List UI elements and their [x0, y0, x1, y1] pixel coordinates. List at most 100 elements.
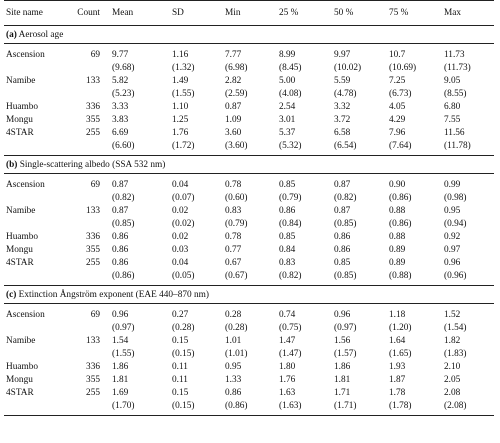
gap-cell: [4, 412, 494, 416]
alt-value-cell: (0.15): [172, 400, 195, 411]
alt-value-cell: (0.98): [444, 192, 467, 203]
value-cell: 3.83: [112, 114, 129, 125]
value-cell: 0.89: [389, 257, 406, 268]
value-cell: 5.37: [279, 127, 296, 138]
alt-value-cell: (9.68): [112, 62, 135, 73]
empty-cell: [66, 217, 110, 230]
value-cell: 2.05: [444, 374, 461, 385]
value-cell: 0.92: [444, 231, 461, 242]
statistics-table: Site name Count Mean SD Min 25 % 50 % 75…: [4, 0, 494, 416]
alt-value-cell: (0.86): [389, 192, 412, 203]
alt-value-cell: (0.82): [279, 270, 302, 281]
site-name-cell: Namibe: [6, 75, 36, 86]
section-label: (c): [6, 289, 17, 300]
empty-cell: [4, 191, 66, 204]
table-row-alt: (9.68) (1.32) (6.98) (8.45) (10.02) (10.69) (1…: [4, 61, 494, 74]
header-p75: 75 %: [387, 0, 442, 26]
value-cell: 0.85: [334, 257, 351, 268]
section-title-text: Aerosol age: [16, 29, 64, 40]
table-row: 4STAR 255 0.86 0.04 0.67 0.83 0.85 0.89 0.96: [4, 256, 494, 269]
value-cell: 11.73: [444, 49, 465, 60]
value-cell: 1.80: [279, 361, 296, 372]
alt-value-cell: (6.73): [389, 88, 412, 99]
value-cell: 0.77: [225, 244, 242, 255]
value-cell: 1.16: [172, 49, 189, 60]
value-cell: 3.60: [225, 127, 242, 138]
value-cell: 2.54: [279, 101, 296, 112]
empty-cell: [66, 347, 110, 360]
table-row: Mongu 355 3.83 1.25 1.09 3.01 3.72 4.29 7.55: [4, 113, 494, 126]
count-cell: 69: [90, 179, 100, 190]
table-row: Mongu 355 1.81 0.11 1.33 1.76 1.81 1.87 2.05: [4, 373, 494, 386]
site-name-cell: Mongu: [6, 244, 33, 255]
header-mean: Mean: [110, 0, 170, 26]
header-min: Min: [223, 0, 277, 26]
value-cell: 1.09: [225, 114, 242, 125]
value-cell: 1.71: [334, 387, 351, 398]
header-row: Site name Count Mean SD Min 25 % 50 % 75…: [4, 0, 494, 26]
count-cell: 133: [86, 335, 100, 346]
empty-cell: [4, 87, 66, 100]
site-name-cell: Huambo: [6, 361, 39, 372]
section-title: (a) Aerosol age: [4, 25, 494, 44]
value-cell: 0.67: [225, 257, 242, 268]
alt-value-cell: (0.60): [225, 192, 248, 203]
value-cell: 0.86: [334, 231, 351, 242]
value-cell: 7.96: [389, 127, 406, 138]
value-cell: 0.86: [112, 244, 129, 255]
table-row-alt: (0.85) (0.02) (0.79) (0.84) (0.85) (0.86) (0.9…: [4, 217, 494, 230]
alt-value-cell: (1.83): [444, 348, 467, 359]
site-name-cell: Huambo: [6, 101, 39, 112]
value-cell: 7.55: [444, 114, 461, 125]
count-cell: 133: [86, 205, 100, 216]
count-cell: 69: [90, 309, 100, 320]
count-cell: 69: [90, 49, 100, 60]
value-cell: 0.96: [444, 257, 461, 268]
table-row: Ascension 69 0.87 0.04 0.78 0.85 0.87 0.90 0.99: [4, 178, 494, 191]
value-cell: 3.33: [112, 101, 129, 112]
alt-value-cell: (0.97): [334, 322, 357, 333]
value-cell: 1.54: [112, 335, 129, 346]
alt-value-cell: (1.70): [112, 400, 135, 411]
value-cell: 7.25: [389, 75, 406, 86]
alt-value-cell: (1.57): [334, 348, 357, 359]
table-row-alt: (0.82) (0.07) (0.60) (0.79) (0.82) (0.86) (0.9…: [4, 191, 494, 204]
gap-row: [4, 412, 494, 416]
site-name-cell: Mongu: [6, 374, 33, 385]
value-cell: 1.56: [334, 335, 351, 346]
alt-value-cell: (6.60): [112, 140, 135, 151]
value-cell: 0.04: [172, 179, 189, 190]
value-cell: 0.86: [334, 244, 351, 255]
value-cell: 0.96: [112, 309, 129, 320]
value-cell: 0.85: [279, 231, 296, 242]
value-cell: 0.90: [389, 179, 406, 190]
value-cell: 2.82: [225, 75, 242, 86]
alt-value-cell: (0.75): [279, 322, 302, 333]
site-name-cell: Ascension: [6, 309, 45, 320]
alt-value-cell: (0.82): [112, 192, 135, 203]
value-cell: 1.18: [389, 309, 406, 320]
alt-value-cell: (2.08): [444, 400, 467, 411]
value-cell: 1.81: [334, 374, 351, 385]
value-cell: 0.87: [112, 179, 129, 190]
empty-cell: [4, 139, 66, 152]
header-count: Count: [66, 0, 110, 26]
alt-value-cell: (5.32): [279, 140, 302, 151]
alt-value-cell: (1.47): [279, 348, 302, 359]
section-label: (a): [6, 29, 17, 40]
alt-value-cell: (6.98): [225, 62, 248, 73]
value-cell: 2.10: [444, 361, 461, 372]
count-cell: 255: [86, 127, 100, 138]
section-title-text: Single-scattering albedo (SSA 532 nm): [17, 159, 166, 170]
count-cell: 336: [86, 101, 100, 112]
value-cell: 0.85: [279, 179, 296, 190]
site-name-cell: Mongu: [6, 114, 33, 125]
value-cell: 1.47: [279, 335, 296, 346]
value-cell: 0.11: [172, 374, 188, 385]
alt-value-cell: (1.54): [444, 322, 467, 333]
empty-cell: [4, 347, 66, 360]
site-name-cell: 4STAR: [6, 257, 34, 268]
table-body: (a) Aerosol age Ascension 69 9.77 1.16 7.77 8.…: [4, 25, 494, 416]
section-label: (b): [6, 159, 18, 170]
table-row: Mongu 355 0.86 0.03 0.77 0.84 0.86 0.89 0.97: [4, 243, 494, 256]
